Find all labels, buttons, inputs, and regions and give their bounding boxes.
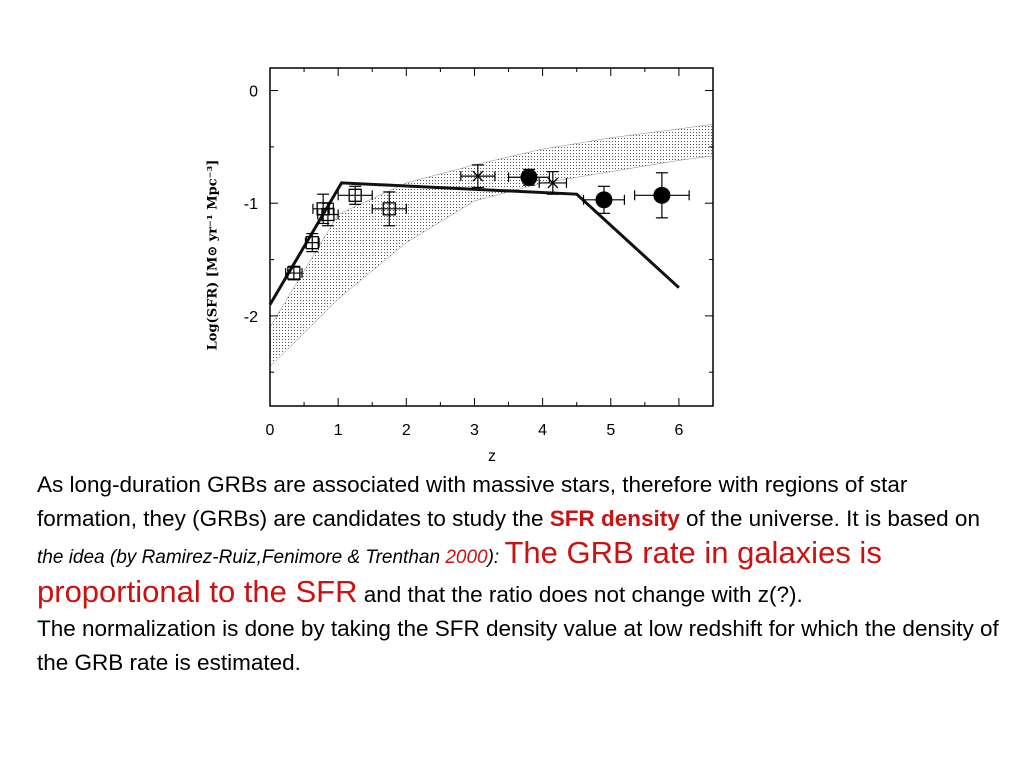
square-marker	[321, 207, 335, 222]
data-point-open-square	[337, 185, 373, 205]
paragraph-2: The normalization is done by taking the …	[37, 616, 999, 675]
x-axis-label: z	[488, 448, 496, 465]
x-tick-label: 2	[402, 422, 411, 439]
x-tick-label: 4	[538, 422, 547, 439]
y-axis-label: Log(SFR) [M⊙ yr⁻¹ Mpc⁻³]	[205, 159, 221, 351]
paragraph-1: As long-duration GRBs are associated wit…	[37, 472, 980, 609]
axis-ticks: 0 1 2 3 4 5 6 0 -1 -2	[244, 68, 713, 439]
circle-marker	[595, 191, 613, 209]
sfr-density-term: SFR density	[549, 506, 680, 531]
data-points	[285, 164, 690, 281]
key-statement: The GRB rate in galaxies is proportional…	[37, 535, 882, 609]
square-marker	[305, 235, 319, 250]
x-tick-label: 0	[266, 422, 275, 439]
data-point-open-square	[317, 202, 339, 227]
cross-marker	[472, 170, 484, 182]
data-point-filled-circle	[582, 185, 626, 214]
y-tick-label: 0	[249, 84, 258, 101]
data-point-open-square	[304, 233, 320, 253]
x-tick-label: 6	[674, 422, 683, 439]
data-point-cross	[460, 164, 496, 189]
sfr-chart: 0 1 2 3 4 5 6 0 -1 -2	[244, 67, 714, 439]
plot-frame	[269, 67, 714, 407]
citation: the idea (by Ramirez-Ruiz,Fenimore & Tre…	[37, 547, 446, 568]
square-marker	[287, 266, 301, 280]
data-point-open-square	[371, 191, 407, 227]
citation-year: 2000	[445, 547, 488, 568]
data-point-filled-circle	[634, 172, 690, 219]
square-marker	[382, 202, 396, 216]
band-area	[269, 124, 714, 368]
data-point-open-square	[285, 265, 303, 281]
x-tick-label: 5	[606, 422, 615, 439]
x-tick-label: 3	[470, 422, 479, 439]
shaded-model-band	[269, 124, 714, 368]
cross-marker	[547, 177, 559, 189]
circle-marker	[653, 186, 671, 204]
circle-marker	[520, 168, 538, 186]
square-marker	[348, 188, 362, 202]
data-point-filled-circle	[507, 168, 551, 186]
x-tick-label: 1	[334, 422, 343, 439]
y-tick-label: -2	[244, 309, 258, 326]
body-text: As long-duration GRBs are associated wit…	[37, 468, 1002, 680]
y-tick-label: -1	[244, 196, 258, 213]
